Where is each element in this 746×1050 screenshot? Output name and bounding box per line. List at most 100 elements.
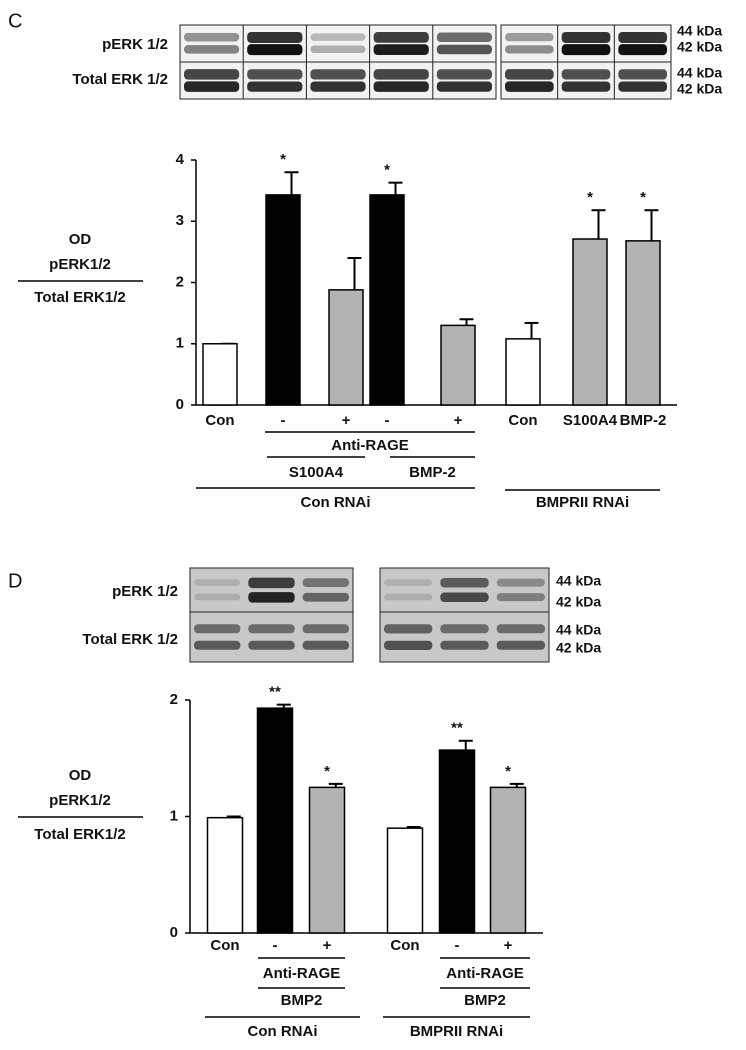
x-tick-label: + [504, 937, 513, 954]
blot-row-label: Total ERK 1/2 [72, 71, 168, 88]
group-label: Con RNAi [301, 494, 371, 511]
y-tick-label: 2 [170, 691, 178, 708]
blot-band [384, 593, 433, 601]
blot [189, 611, 354, 663]
blot [189, 567, 354, 613]
blot [379, 567, 550, 613]
x-tick-label: + [454, 412, 463, 429]
bar [308, 786, 346, 934]
significance-label: * [505, 763, 511, 780]
blot-band [436, 32, 492, 43]
blot-band [618, 31, 667, 43]
blot-band [184, 81, 240, 92]
bar [489, 786, 527, 934]
kda-label: 44 kDa [677, 65, 722, 81]
blot-band [496, 593, 545, 602]
blot-band [184, 32, 240, 42]
blot-band [248, 577, 295, 589]
blot-row-label: pERK 1/2 [102, 36, 168, 53]
group-label: BMP-2 [409, 464, 456, 481]
blot-band [561, 31, 611, 43]
blot-band [440, 578, 489, 588]
blot-band [248, 640, 295, 650]
blot-band [505, 69, 554, 80]
group-label: BMPRII RNAi [536, 494, 629, 511]
blot-band [496, 624, 545, 634]
blot-band [247, 69, 303, 80]
blot-band [440, 592, 489, 603]
bar [440, 324, 476, 406]
x-tick-label: - [281, 412, 286, 429]
blot-band [496, 640, 545, 650]
bar [438, 749, 476, 934]
bar [369, 194, 405, 406]
y-tick-label: 0 [170, 924, 178, 941]
y-tick-label: 2 [176, 273, 184, 290]
bar [572, 238, 608, 406]
blot-band [247, 44, 303, 56]
y-tick-label: 3 [176, 212, 184, 229]
group-label: BMP2 [464, 992, 506, 1009]
y-axis-label: Total ERK1/2 [34, 289, 125, 306]
blot-band [302, 624, 349, 634]
group-label: Anti-RAGE [263, 965, 341, 982]
blot-band [302, 592, 349, 602]
bar [256, 707, 294, 934]
significance-label: * [384, 162, 390, 179]
blot [179, 24, 497, 63]
blot-band [440, 640, 489, 650]
y-axis-label: OD [69, 231, 92, 248]
x-tick-label: Con [390, 937, 419, 954]
blot-band [194, 593, 241, 601]
bar [206, 816, 244, 934]
bar [328, 289, 364, 406]
blot-band [561, 69, 611, 80]
blot-band [618, 81, 667, 92]
blot-band [373, 44, 429, 56]
y-tick-label: 4 [176, 151, 185, 168]
group-label: S100A4 [289, 464, 344, 481]
y-axis-label: OD [69, 767, 92, 784]
blot-band [440, 624, 489, 634]
bar [505, 338, 541, 406]
blot-band [373, 32, 429, 43]
blot-band [618, 69, 667, 80]
blot-band [496, 578, 545, 587]
x-tick-label: - [455, 937, 460, 954]
significance-label: ** [451, 720, 463, 737]
blot-band [561, 44, 611, 56]
bar [386, 827, 424, 934]
blot-band [248, 592, 295, 603]
group-label: Anti-RAGE [446, 965, 524, 982]
blot-band [436, 81, 492, 92]
blot-band [618, 44, 667, 56]
blot-band [194, 624, 241, 634]
kda-label: 44 kDa [556, 573, 601, 589]
group-label: BMPRII RNAi [410, 1023, 503, 1040]
x-tick-label: + [342, 412, 351, 429]
significance-label: * [640, 189, 646, 206]
blot [379, 611, 550, 663]
blot-band [310, 81, 366, 92]
blot-band [436, 44, 492, 55]
blot-band [248, 624, 295, 634]
kda-label: 42 kDa [556, 594, 601, 610]
blot-band [247, 31, 303, 43]
y-axis-label: Total ERK1/2 [34, 826, 125, 843]
blot-band [384, 640, 433, 650]
blot-band [436, 69, 492, 80]
x-tick-label: BMP-2 [620, 412, 667, 429]
significance-label: ** [269, 684, 281, 701]
blot-row-label: pERK 1/2 [112, 583, 178, 600]
x-tick-label: Con [508, 412, 537, 429]
y-axis-label: pERK1/2 [49, 256, 111, 273]
blot-band [505, 45, 554, 54]
x-tick-label: + [323, 937, 332, 954]
y-tick-label: 1 [170, 807, 178, 824]
kda-label: 42 kDa [677, 39, 722, 55]
blot-band [373, 69, 429, 80]
blot-band [373, 81, 429, 92]
y-tick-label: 1 [176, 335, 184, 352]
panel-label: D [8, 570, 22, 592]
